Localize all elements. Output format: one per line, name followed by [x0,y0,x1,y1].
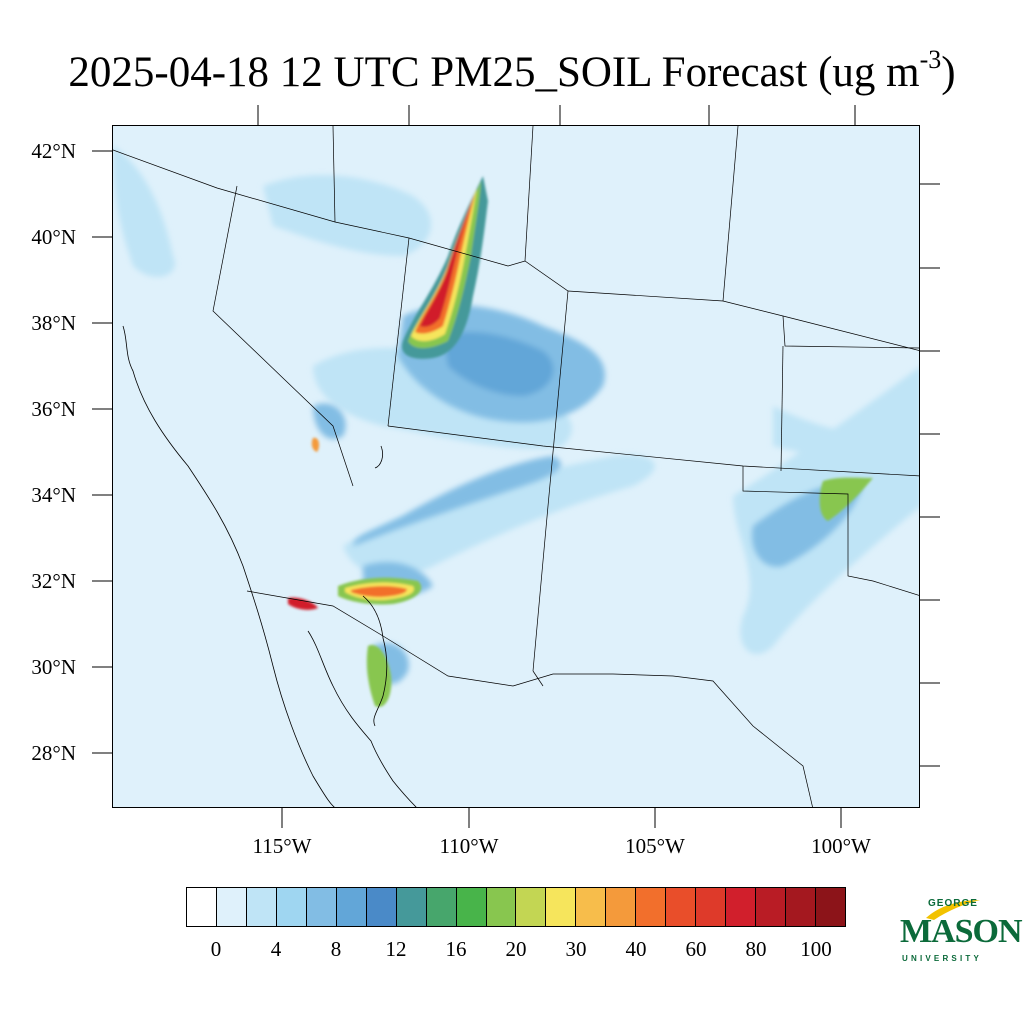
high-concentration-plumes [288,176,873,707]
george-mason-logo: GEORGE MASON UNIVERSITY [898,898,1023,970]
lat-label-42n: 42°N [31,139,76,163]
lat-label-40n: 40°N [31,225,76,249]
swoosh-icon [926,900,980,920]
colorbar-box [816,888,845,926]
colorbar-label: 60 [685,937,707,961]
colorbar-box [366,888,397,926]
colorbar-label: 20 [505,937,527,961]
colorbar-box [426,888,457,926]
colorbar-box [576,888,607,926]
colorbar-box [336,888,367,926]
colorbar-box [516,888,547,926]
lat-label-32n: 32°N [31,569,76,593]
map-canvas [113,126,919,807]
forecast-map [112,125,920,808]
lon-label-105w: 105°W [625,834,685,858]
lat-label-38n: 38°N [31,311,76,335]
colorbar-box [456,888,487,926]
colorbar-label: 100 [800,937,832,961]
colorbar-box [786,888,817,926]
colorbar-box [276,888,307,926]
title-exponent: -3 [919,45,942,74]
colorbar-box [486,888,517,926]
lon-label-115w: 115°W [252,834,312,858]
colorbar-box [216,888,247,926]
title-close: ) [941,49,956,96]
coastline [122,325,417,807]
logo-mason: MASON [900,913,1023,950]
low-concentration-field [113,146,919,655]
lon-label-110w: 110°W [439,834,499,858]
colorbar-box [666,888,697,926]
colorbar-label: 4 [270,937,282,961]
colorbar-box [726,888,757,926]
colorbar-label: 16 [445,937,467,961]
colorbar-label: 30 [565,937,587,961]
lat-label-34n: 34°N [31,483,76,507]
colorbar-box [546,888,577,926]
colorbar-label: 12 [385,937,407,961]
state-boundaries [113,126,919,807]
colorbar-box [636,888,667,926]
logo-university: UNIVERSITY [902,954,983,963]
colorbar-label: 0 [210,937,222,961]
colorbar [186,887,846,927]
colorbar-box [306,888,337,926]
lon-label-100w: 100°W [811,834,871,858]
colorbar-box [396,888,427,926]
lat-label-28n: 28°N [31,741,76,765]
colorbar-label: 80 [745,937,767,961]
lat-label-36n: 36°N [31,397,76,421]
colorbar-box [246,888,277,926]
colorbar-box [756,888,787,926]
colorbar-label: 8 [330,937,342,961]
colorbar-label: 40 [625,937,647,961]
title-main: 2025-04-18 12 UTC PM25_SOIL Forecast (ug… [68,49,920,96]
colorbar-box [606,888,637,926]
logo-george: GEORGE [928,898,978,909]
map-title: 2025-04-18 12 UTC PM25_SOIL Forecast (ug… [0,30,1024,103]
colorbar-box [696,888,727,926]
lat-label-30n: 30°N [31,655,76,679]
colorbar-box [187,888,217,926]
